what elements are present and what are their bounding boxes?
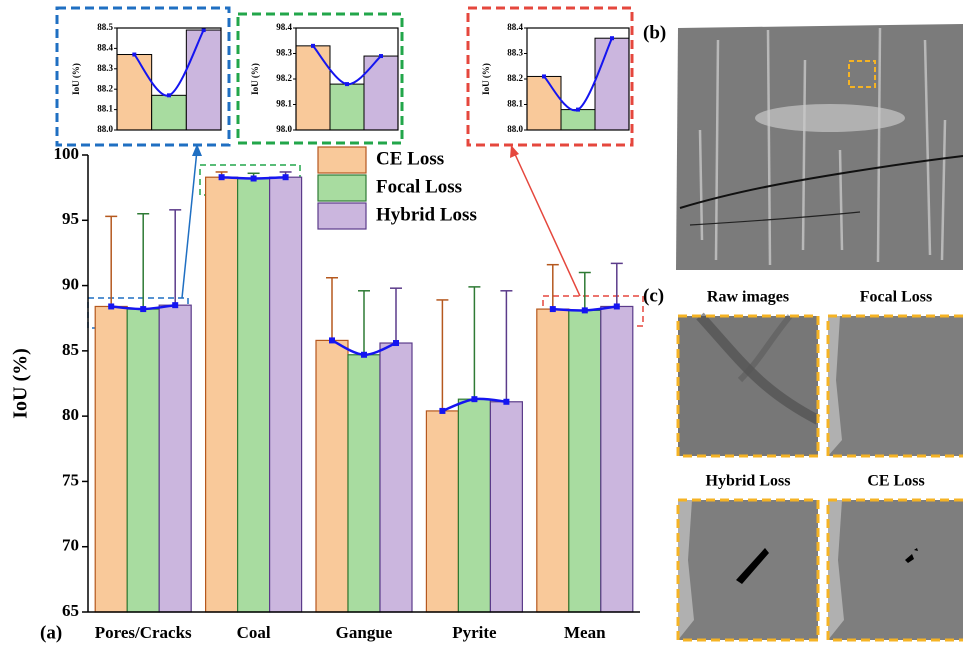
bar — [296, 46, 330, 130]
panel-label: (b) — [643, 22, 666, 43]
marker — [311, 44, 315, 48]
legend-swatch — [318, 203, 366, 229]
y-tick-label: 88.2 — [97, 83, 113, 93]
bar — [601, 306, 633, 612]
bar — [117, 55, 152, 130]
marker — [167, 93, 171, 97]
bar — [569, 310, 601, 612]
y-tick-label: 88.1 — [507, 99, 523, 109]
image-title: Focal Loss — [860, 289, 932, 306]
bar — [364, 56, 398, 130]
y-tick-label: 100 — [54, 144, 80, 163]
marker — [140, 306, 146, 312]
y-tick-label: 88.0 — [507, 124, 523, 134]
y-tick-label: 88.2 — [507, 73, 523, 83]
y-tick-label: 95 — [62, 209, 79, 228]
y-tick-label: 65 — [62, 601, 79, 620]
bar — [380, 343, 412, 612]
bar — [186, 30, 221, 130]
y-tick-label: 88.1 — [97, 104, 113, 114]
marker — [172, 302, 178, 308]
bar — [95, 306, 127, 612]
bar — [127, 309, 159, 612]
y-axis-title: IoU (%) — [481, 63, 491, 95]
y-tick-label: 90 — [62, 274, 79, 293]
figure: (a) (b) (c) Raw images Focal Loss Hybrid… — [0, 0, 963, 648]
marker — [251, 176, 257, 182]
marker — [542, 74, 546, 78]
legend-swatch — [318, 147, 366, 173]
marker — [614, 303, 620, 309]
marker — [610, 36, 614, 40]
bar — [152, 95, 187, 130]
marker — [345, 82, 349, 86]
marker — [283, 174, 289, 180]
y-tick-label: 88.4 — [97, 42, 113, 52]
y-axis-title: IoU (%) — [71, 63, 81, 95]
panel-label: (a) — [40, 622, 62, 643]
marker — [329, 337, 335, 343]
bar — [490, 402, 522, 612]
x-tick-label: Pores/Cracks — [95, 623, 192, 642]
marker — [379, 54, 383, 58]
x-tick-label: Coal — [237, 623, 271, 642]
marker — [361, 352, 367, 358]
arrow — [182, 150, 197, 298]
y-axis-title: IoU (%) — [250, 63, 260, 95]
marker — [439, 408, 445, 414]
marker — [202, 28, 206, 32]
bar — [270, 177, 302, 612]
marker — [108, 303, 114, 309]
y-tick-label: 80 — [62, 405, 79, 424]
y-tick-label: 88.4 — [507, 22, 523, 32]
marker — [393, 340, 399, 346]
legend-label: Hybrid Loss — [376, 204, 477, 225]
image-title: Hybrid Loss — [706, 473, 791, 490]
bar — [527, 76, 561, 130]
marker — [471, 396, 477, 402]
y-tick-label: 85 — [62, 340, 79, 359]
legend-swatch — [318, 175, 366, 201]
x-tick-label: Pyrite — [452, 623, 497, 642]
bar — [458, 399, 490, 612]
y-tick-label: 75 — [62, 470, 79, 489]
y-tick-label: 98.0 — [276, 124, 292, 134]
y-tick-label: 88.0 — [97, 124, 113, 134]
bar — [348, 355, 380, 612]
marker — [132, 53, 136, 57]
y-axis-title: IoU (%) — [10, 348, 32, 419]
bar — [206, 177, 238, 612]
y-tick-label: 70 — [62, 536, 79, 555]
legend-label: CE Loss — [376, 148, 444, 169]
micro-ct-image — [676, 24, 963, 270]
panel-label: (c) — [643, 285, 664, 306]
bar — [561, 110, 595, 130]
bar — [316, 340, 348, 612]
marker — [503, 399, 509, 405]
marker — [219, 174, 225, 180]
marker — [576, 108, 580, 112]
y-tick-label: 98.1 — [276, 99, 292, 109]
y-tick-label: 88.3 — [97, 63, 113, 73]
legend-label: Focal Loss — [376, 176, 462, 197]
y-tick-label: 98.4 — [276, 22, 292, 32]
arrow-head — [510, 145, 519, 158]
x-tick-label: Gangue — [336, 623, 393, 642]
marker — [550, 306, 556, 312]
bar — [426, 411, 458, 612]
image-title: CE Loss — [867, 473, 924, 490]
y-tick-label: 88.3 — [507, 48, 523, 58]
image-title: Raw images — [707, 289, 789, 306]
bar — [159, 305, 191, 612]
x-tick-label: Mean — [564, 623, 606, 642]
bar — [537, 309, 569, 612]
bar — [595, 38, 629, 130]
arrow — [514, 152, 580, 296]
y-tick-label: 88.5 — [97, 22, 113, 32]
y-tick-label: 98.2 — [276, 73, 292, 83]
marker — [582, 307, 588, 313]
bar — [238, 179, 270, 612]
y-tick-label: 98.3 — [276, 48, 292, 58]
bar — [330, 84, 364, 130]
